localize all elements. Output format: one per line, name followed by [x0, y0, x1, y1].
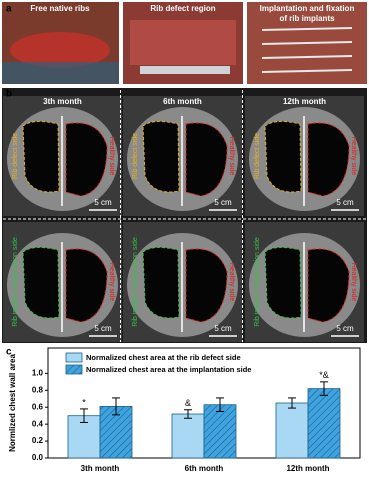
significance-mark: & — [185, 398, 191, 408]
y-tick-label: 0.6 — [32, 402, 44, 411]
scale-label: 5 cm — [336, 324, 354, 333]
error-bar — [184, 409, 192, 419]
side-label: Rib defect side — [12, 133, 19, 179]
column-header: 3th month — [43, 97, 82, 106]
column-header: 6th month — [163, 97, 202, 106]
ct-image: 5 cm Rib implant implantation side Healthy… — [123, 222, 242, 342]
y-tick-label: 1.0 — [32, 368, 44, 377]
x-tick-label: 6th month — [185, 464, 224, 473]
x-tick-label: 3th month — [81, 464, 120, 473]
ct-lung — [307, 122, 350, 197]
panel-label: c — [6, 347, 12, 358]
ct-lung — [22, 120, 60, 193]
x-tick-label: 12th month — [286, 464, 329, 473]
side-label: Healthy side — [350, 263, 357, 302]
ct-lung — [264, 246, 302, 319]
y-tick-label: 0.2 — [32, 436, 44, 445]
photo-detail — [140, 66, 230, 74]
side-label: Rib defect side — [254, 133, 261, 179]
ct-lung — [307, 248, 350, 323]
legend-swatch — [65, 352, 83, 363]
side-label: Healthy side — [228, 137, 235, 176]
ct-image: 5 cm Rib defect side Healthy side 3th month — [3, 96, 122, 216]
bar — [307, 388, 341, 459]
bar — [275, 402, 309, 459]
side-label: Rib implant implantation side — [254, 237, 261, 327]
bar — [171, 413, 205, 459]
photo-title: Implantation and fixation — [260, 4, 355, 13]
side-label: Rib implant implantation side — [12, 237, 19, 327]
scale-label: 5 cm — [214, 324, 232, 333]
photo-detail — [2, 62, 119, 84]
side-label: Healthy side — [228, 263, 235, 302]
error-bar — [112, 397, 120, 416]
panel-b: 5 cm Rib defect side Healthy side 3th month… — [2, 88, 367, 343]
ct-lung — [142, 120, 180, 193]
photo-detail — [130, 20, 236, 65]
photo-title: of rib implants — [279, 14, 335, 23]
significance-mark: *& — [319, 370, 329, 380]
photo-title: Rib defect region — [150, 4, 215, 13]
photo-detail — [261, 27, 353, 73]
ct-image: 5 cm Rib implant implantation side Healthy… — [245, 222, 364, 342]
ct-image: 5 cm Rib defect side Healthy side 12th mont… — [245, 96, 364, 216]
y-tick-label: 0.0 — [32, 453, 44, 462]
error-bar — [288, 397, 296, 409]
scale-label: 5 cm — [214, 198, 232, 207]
side-label: Healthy side — [108, 137, 115, 176]
scale-label: 5 cm — [336, 198, 354, 207]
significance-mark: * — [82, 397, 86, 407]
panel-label: b — [6, 89, 12, 100]
ct-lung — [185, 248, 228, 323]
ct-lung — [22, 246, 60, 319]
scale-label: 5 cm — [94, 198, 112, 207]
error-bar — [216, 397, 224, 412]
panel-label: a — [6, 4, 12, 15]
ct-lung — [65, 122, 108, 197]
legend-label: Normalized chest area at the implantatio… — [86, 365, 251, 374]
ct-image: 5 cm Rib implant implantation side Healthy… — [3, 222, 122, 342]
legend-label: Normalized chest area at the rib defect … — [86, 353, 241, 362]
legend-swatch — [65, 364, 83, 375]
error-bar — [320, 381, 328, 396]
ct-lung — [65, 248, 108, 323]
ct-image: 5 cm Rib defect side Healthy side 6th month — [123, 96, 242, 216]
side-label: Rib defect side — [132, 133, 139, 179]
photo-title: Free native ribs — [30, 4, 90, 13]
y-tick-label: 0.8 — [32, 385, 44, 394]
ct-lung — [264, 120, 302, 193]
scale-label: 5 cm — [94, 324, 112, 333]
y-axis-label: Normlized chest wall area — [8, 354, 17, 452]
side-label: Rib implant implantation side — [132, 237, 139, 327]
ct-lung — [185, 122, 228, 197]
chart: 0.0 0.2 0.4 0.6 0.8 1.0 Normlized chest wall a… — [8, 347, 361, 473]
side-label: Healthy side — [108, 263, 115, 302]
ct-lung — [142, 246, 180, 319]
bar — [203, 404, 237, 459]
error-bar — [80, 408, 88, 423]
panel-a: a Free native ribs Rib defect region Imp… — [2, 2, 367, 84]
y-tick-label: 0.4 — [32, 419, 44, 428]
side-label: Healthy side — [350, 137, 357, 176]
photo-detail — [10, 32, 110, 68]
column-header: 12th month — [283, 97, 326, 106]
